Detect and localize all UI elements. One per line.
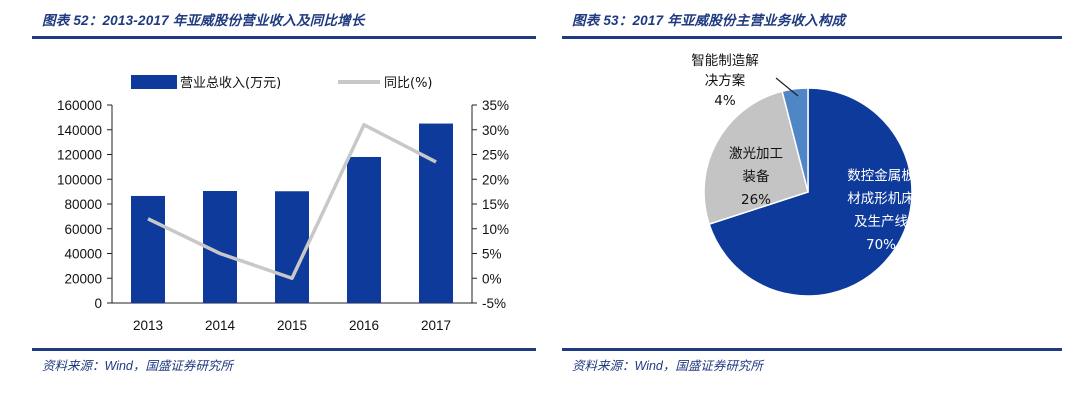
pie-slice [708, 87, 913, 297]
revenue-bar [275, 191, 309, 303]
y-tick-label: 100000 [57, 172, 102, 187]
y2-tick-label: 15% [482, 197, 509, 212]
title-divider [562, 36, 1062, 39]
pie-slice-label: 装备 [743, 168, 771, 185]
y-tick-label: 20000 [64, 271, 102, 286]
x-tick-label: 2017 [421, 318, 451, 333]
pie-slice-label: 26% [741, 192, 771, 208]
legend-swatch-revenue [131, 75, 177, 89]
revenue-combo-chart: 160000 140000 120000 100000 80000 60000 40000 2… [57, 75, 509, 333]
chart-title: 图表 53：2017 年亚威股份主营业务收入构成 [572, 13, 846, 28]
y2-tick-label: 30% [482, 123, 509, 138]
composition-chart-panel: 图表 53：2017 年亚威股份主营业务收入构成 数控金属板材成形机床及生产线 7… [562, 0, 1064, 401]
y2-tick-label: 0% [482, 271, 502, 286]
y2-tick-label: -5% [482, 296, 506, 311]
chart-source: 资料来源：Wind，国盛证券研究所 [572, 359, 763, 373]
legend-label-revenue: 营业总收入(万元) [180, 76, 281, 91]
y-tick-label: 0 [94, 296, 102, 311]
chart-title: 图表 52：2013-2017 年亚威股份营业收入及同比增长 [42, 13, 365, 28]
x-tick-label: 2015 [277, 318, 307, 333]
pie-slice [781, 87, 809, 193]
title-divider [32, 36, 536, 39]
y-tick-label: 60000 [64, 222, 102, 237]
source-divider [32, 348, 536, 351]
pie-slice [703, 90, 809, 226]
y-tick-label: 140000 [57, 123, 102, 138]
y2-tick-label: 25% [482, 148, 509, 163]
x-tick-label: 2016 [349, 318, 379, 333]
pie-slice-label: 数控金属板 [847, 168, 915, 184]
y-tick-label: 160000 [57, 98, 102, 113]
y-tick-label: 40000 [64, 247, 102, 262]
y2-tick-label: 35% [482, 98, 509, 113]
y2-tick-label: 10% [482, 222, 509, 237]
pie-slice-label: 材成形机床 [847, 191, 915, 207]
leader-line [775, 77, 799, 97]
y2-tick-label: 20% [482, 172, 509, 187]
pie-slice-label: 70% [866, 237, 896, 253]
y2-tick-label: 5% [482, 247, 502, 262]
x-tick-label: 2014 [205, 318, 236, 333]
revenue-bar [131, 195, 165, 303]
legend-label-growth: 同比(%) [384, 76, 433, 91]
pie-slice-label: 决方案 [705, 72, 746, 89]
x-tick-label: 2013 [133, 318, 163, 333]
chart-source: 资料来源：Wind，国盛证券研究所 [42, 359, 233, 373]
y-tick-label: 120000 [57, 148, 102, 163]
revenue-bar [347, 156, 381, 303]
revenue-bar [419, 123, 453, 303]
revenue-chart-panel: 图表 52：2013-2017 年亚威股份营业收入及同比增长 160000 140… [32, 0, 536, 401]
pie-slice-label: 4% [714, 93, 736, 109]
growth-line [147, 123, 437, 280]
y-tick-label: 80000 [64, 197, 102, 212]
pie-slice-label: 智能制造解 [691, 53, 759, 69]
pie-slice-label: 激光加工 [729, 146, 783, 162]
pie-slice-label: 及生产线 [854, 214, 908, 230]
source-divider [562, 348, 1062, 351]
